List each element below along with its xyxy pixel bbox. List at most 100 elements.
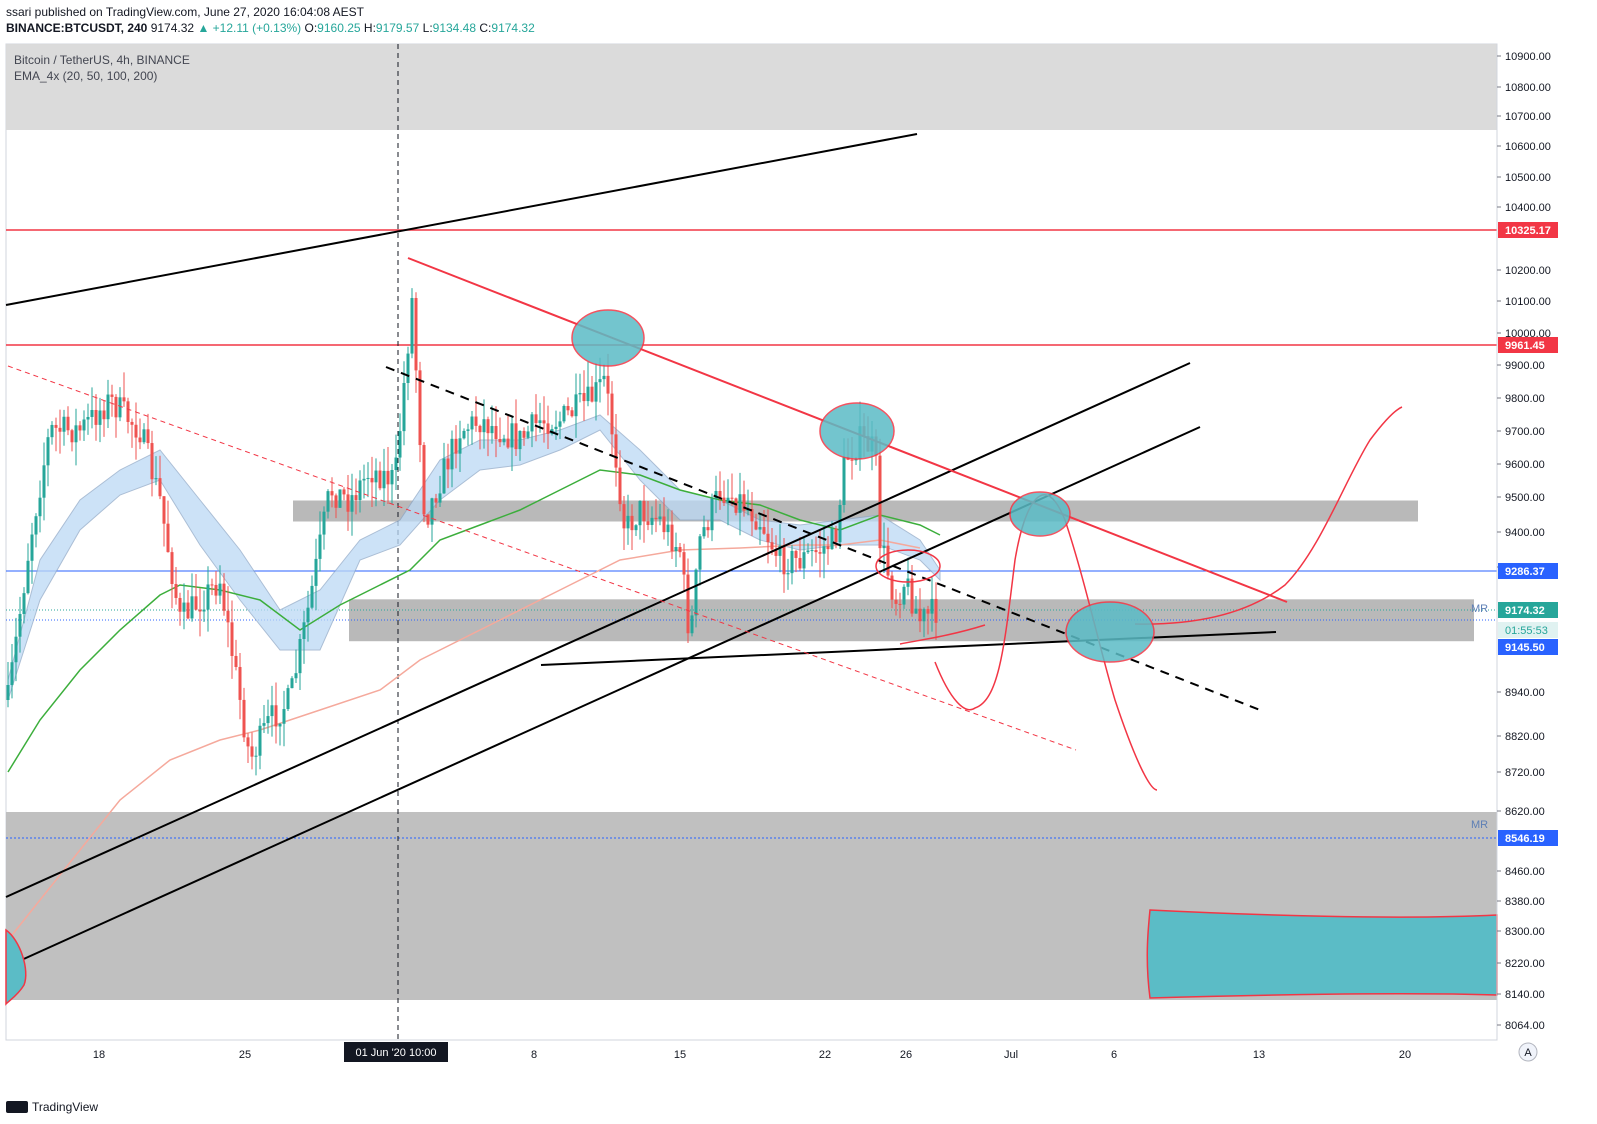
candle-body — [374, 470, 378, 483]
candle-body — [610, 393, 614, 435]
price-label-text: 8546.19 — [1505, 833, 1545, 845]
candle-body — [330, 491, 334, 496]
red-outline-ellipse — [875, 549, 941, 583]
highlight-ellipse-0 — [571, 309, 645, 367]
price-label-bg — [1498, 222, 1558, 238]
candle-body — [498, 438, 502, 443]
ema-salmon-line — [7, 539, 921, 941]
candle-body — [446, 458, 450, 470]
candle-body — [290, 678, 294, 689]
candle-body — [350, 495, 354, 512]
candle-body — [566, 405, 570, 411]
candle-body — [814, 550, 818, 553]
price-label-bg — [1498, 830, 1558, 846]
candle-body — [214, 584, 218, 596]
candle-body — [602, 375, 606, 380]
mr-label: MR — [1471, 819, 1488, 831]
candle-body — [834, 528, 838, 543]
candle-body — [90, 409, 94, 417]
candle-body — [642, 500, 646, 522]
candle-body — [166, 523, 170, 553]
candle-body — [326, 491, 330, 512]
candle-body — [914, 608, 918, 614]
candle-body — [718, 490, 722, 498]
candle-body — [762, 527, 766, 534]
auto-scale-label: A — [1524, 1047, 1532, 1059]
candle-body — [10, 662, 14, 686]
price-label-bg — [1498, 337, 1558, 353]
candle-body — [334, 495, 338, 508]
candle-body — [918, 608, 922, 622]
candle-body — [242, 699, 246, 738]
candle-body — [398, 431, 402, 458]
ema-band — [7, 414, 941, 701]
y-tick-label: 8820.00 — [1505, 731, 1545, 743]
candle-body — [98, 410, 102, 425]
candle-body — [362, 478, 366, 481]
candle-body — [278, 723, 282, 727]
y-tick-label: 9700.00 — [1505, 426, 1545, 438]
candle-body — [210, 584, 214, 586]
y-tick-label: 10200.00 — [1505, 265, 1551, 277]
candle-body — [710, 498, 714, 531]
candle-body — [142, 429, 146, 443]
mr-label: MR — [1471, 603, 1488, 615]
candle-body — [38, 497, 42, 517]
candle-body — [598, 379, 602, 383]
y-tick-label: 9900.00 — [1505, 360, 1545, 372]
candle-body — [770, 542, 774, 550]
candle-body — [134, 424, 138, 438]
candle-body — [522, 430, 526, 438]
candle-body — [910, 578, 914, 614]
x-tick-label: 25 — [239, 1049, 251, 1061]
candle-body — [450, 438, 454, 470]
candle-body — [382, 470, 386, 489]
candle-body — [202, 609, 206, 612]
candle-body — [294, 673, 298, 679]
candle-body — [346, 494, 350, 512]
candle-body — [534, 414, 538, 424]
left-teal-blob — [5, 928, 27, 1006]
candle-body — [622, 504, 626, 529]
zone-1 — [293, 500, 1418, 522]
candle-body — [58, 427, 62, 432]
candle-body — [830, 528, 834, 550]
candle-body — [354, 495, 358, 501]
tradingview-logo-icon — [6, 1101, 28, 1113]
candle-body — [170, 552, 174, 585]
candle-body — [126, 401, 130, 422]
high-label: H: — [363, 21, 376, 35]
candle-body — [482, 419, 486, 433]
candle-body — [894, 599, 898, 604]
candle-body — [470, 416, 474, 430]
candle-body — [798, 557, 802, 569]
trendline-2 — [5, 426, 1201, 968]
candle-body — [466, 429, 470, 431]
candle-body — [430, 498, 434, 525]
candle-body — [902, 586, 906, 605]
candle-body — [794, 550, 798, 558]
x-tick-label: 8 — [531, 1049, 537, 1061]
candle-body — [694, 569, 698, 616]
candle-body — [590, 386, 594, 402]
candle-body — [282, 709, 286, 724]
candle-body — [186, 602, 190, 619]
price-change: ▲ +12.11 (+0.13%) — [197, 21, 302, 35]
candle-body — [650, 517, 654, 525]
candle-body — [378, 470, 382, 489]
chart-header: ssari published on TradingView.com, June… — [6, 4, 535, 36]
legend-indicator: EMA_4x (20, 50, 100, 200) — [14, 69, 158, 83]
candle-body — [698, 536, 702, 570]
candle-body — [318, 534, 322, 559]
target-zone-blob — [1146, 909, 1498, 999]
candle-body — [594, 382, 598, 402]
candle-body — [930, 598, 934, 614]
candle-body — [298, 639, 302, 674]
candle-body — [582, 392, 586, 402]
candle-body — [458, 438, 462, 454]
candle-body — [618, 467, 622, 505]
price-label-bg — [1498, 639, 1558, 655]
candle-body — [118, 397, 122, 418]
y-tick-label: 9500.00 — [1505, 492, 1545, 504]
